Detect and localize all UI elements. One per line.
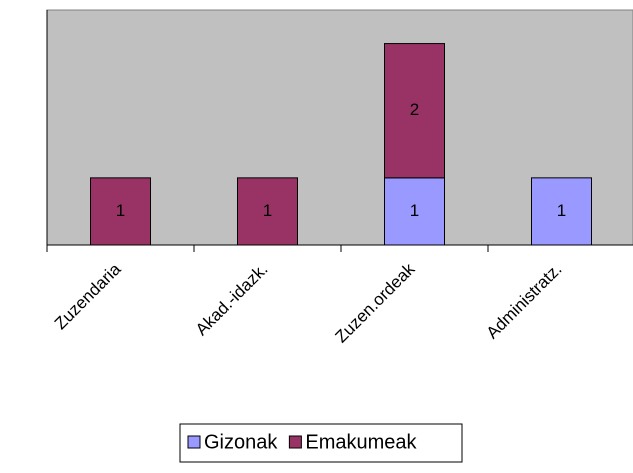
data-label: 1 — [263, 201, 272, 220]
data-label: 2 — [410, 100, 419, 119]
bar-segment — [531, 177, 592, 246]
x-tick-label: Zuzen.ordeak — [332, 259, 419, 346]
x-tick-label: Zuzendaria — [51, 259, 125, 333]
bar-segment — [384, 43, 445, 179]
data-label: 1 — [557, 201, 566, 220]
legend-swatch — [288, 435, 302, 449]
legend-label: Emakumeak — [305, 431, 417, 453]
data-label: 1 — [410, 201, 419, 220]
bar-segment — [384, 177, 445, 246]
legend-swatch — [187, 435, 201, 449]
bar-segment — [90, 177, 151, 246]
legend — [179, 423, 463, 463]
x-tick-label: Administratz. — [483, 260, 566, 343]
data-label: 1 — [116, 201, 125, 220]
legend-label: Gizonak — [204, 431, 278, 453]
x-tick-label: Akad.-idazk. — [192, 260, 272, 340]
